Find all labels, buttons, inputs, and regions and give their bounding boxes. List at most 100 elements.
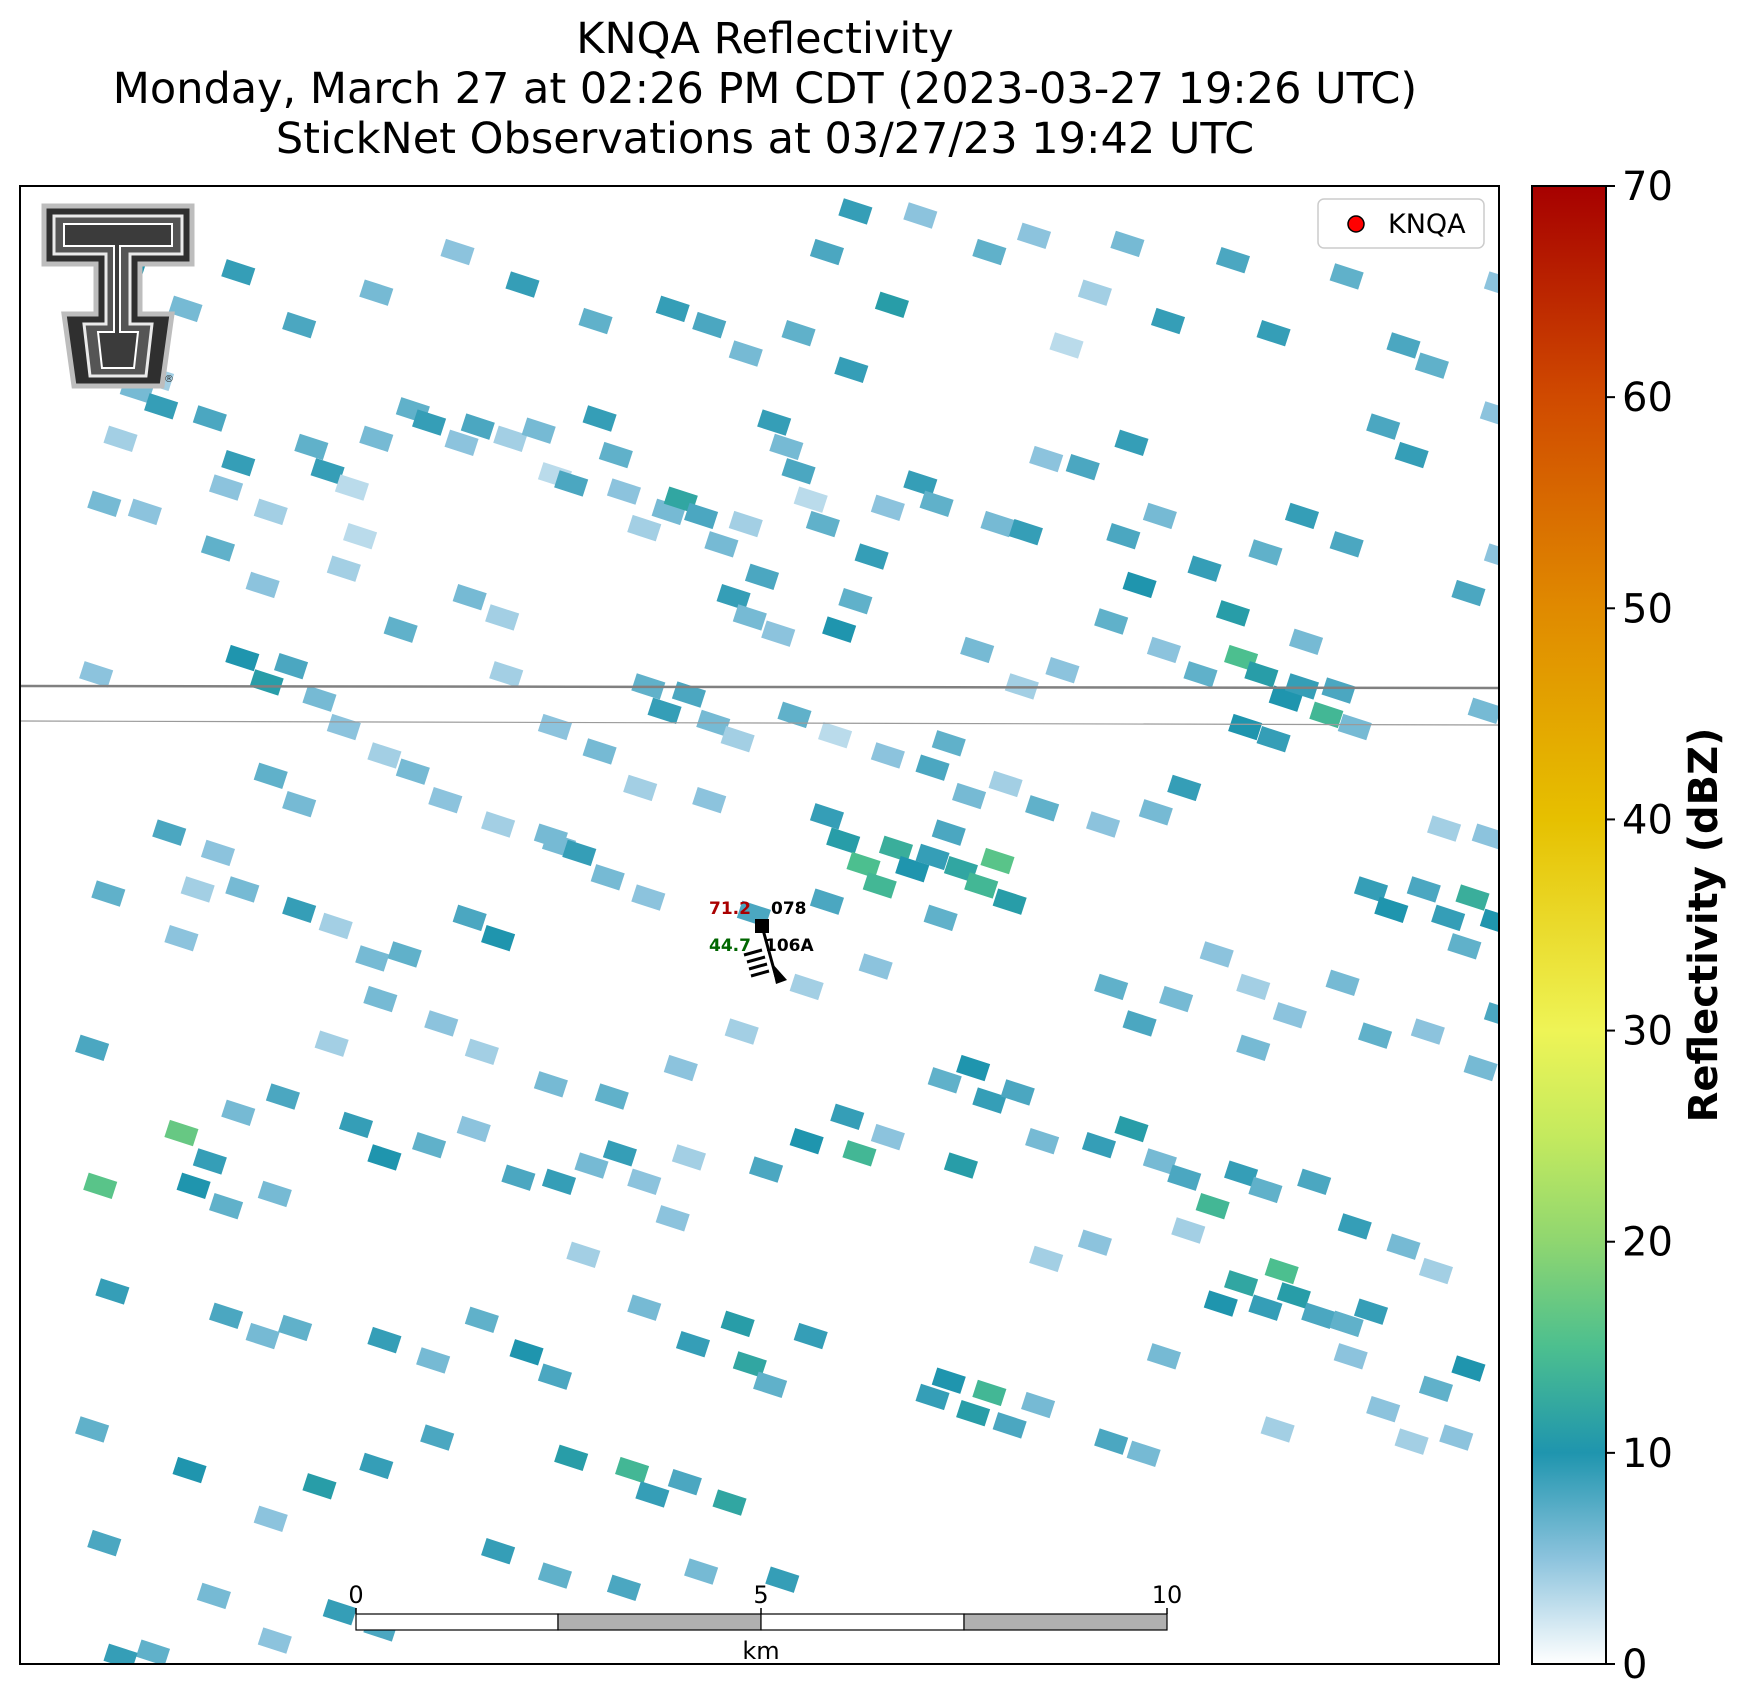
reflectivity-pixel [903, 470, 938, 497]
reflectivity-pixel [1256, 726, 1291, 753]
reflectivity-pixel [152, 819, 187, 846]
reflectivity-pixel [1146, 1343, 1181, 1370]
reflectivity-pixel [1094, 608, 1129, 635]
reflectivity-pixel [753, 1371, 788, 1398]
reflectivity-pixel [1094, 1428, 1129, 1455]
reflectivity-pixel [456, 1115, 491, 1143]
reflectivity-pixel [1284, 502, 1320, 530]
reflectivity-pixel [412, 1132, 447, 1159]
reflectivity-pixel [1431, 904, 1466, 932]
reflectivity-pixel [757, 409, 792, 436]
reflectivity-pixel [838, 588, 873, 615]
reflectivity-pixel [505, 271, 540, 298]
reflectivity-pixel [541, 1168, 577, 1195]
reflectivity-pixel [960, 636, 995, 664]
reflectivity-pixel [992, 888, 1027, 915]
reflectivity-pixel [180, 876, 215, 903]
reflectivity-pixel [1414, 352, 1449, 379]
reflectivity-pixel [980, 510, 1015, 538]
reflectivity-pixel [95, 1278, 130, 1305]
reflectivity-pixel [265, 1083, 300, 1110]
reflectivity-pixel [1366, 413, 1401, 440]
reflectivity-pixel [623, 774, 658, 802]
reflectivity-pixel [842, 1140, 877, 1167]
reflectivity-pixel [554, 470, 589, 497]
reflectivity-pixel [245, 571, 280, 599]
reflectivity-pixel [209, 1302, 244, 1329]
reflectivity-pixel [874, 291, 909, 319]
reflectivity-pixel [781, 320, 816, 347]
radar-plot-area[interactable] [20, 186, 1563, 1670]
reflectivity-pixel [493, 425, 528, 452]
reflectivity-pixel [838, 198, 873, 225]
reflectivity-pixel [168, 295, 203, 323]
reflectivity-pixel [338, 1111, 374, 1139]
reflectivity-pixel [655, 1205, 690, 1232]
plot-frame [19, 185, 1500, 1665]
reflectivity-pixel [1077, 279, 1112, 306]
reflectivity-pixel [1110, 230, 1145, 258]
reflectivity-pixel [1167, 1164, 1202, 1191]
reflectivity-pixel [554, 1444, 589, 1472]
station-probe-id: 106A [765, 936, 814, 956]
reflectivity-pixel [606, 478, 642, 505]
reflectivity-pixel [221, 449, 256, 477]
reflectivity-pixel [1029, 1245, 1064, 1273]
station-dewpoint: 44.7 [709, 936, 751, 956]
reflectivity-pixel [127, 498, 162, 526]
reflectivity-pixel [749, 1156, 784, 1183]
reflectivity-pixel [1021, 1391, 1056, 1419]
reflectivity-pixel [1366, 1395, 1401, 1423]
reflectivity-pixel [862, 872, 897, 899]
reflectivity-pixel [1114, 1115, 1149, 1143]
reflectivity-pixel [684, 1558, 719, 1585]
reflectivity-pixel [501, 1164, 536, 1191]
reflectivity-pixel [245, 1322, 280, 1350]
reflectivity-pixel [144, 393, 179, 420]
reflectivity-pixel [464, 1306, 499, 1334]
reflectivity-pixel [87, 1529, 122, 1557]
reflectivity-pixel [1122, 1010, 1157, 1037]
reflectivity-pixel [537, 1363, 572, 1390]
county-line [20, 684, 1499, 690]
colorbar-tick-label: 20 [1622, 1220, 1673, 1266]
reflectivity-pixel [225, 876, 260, 903]
reflectivity-pixel [578, 307, 613, 335]
reflectivity-pixel [1236, 973, 1271, 1001]
reflectivity-pixel [972, 1379, 1007, 1407]
title-line-2: Monday, March 27 at 02:26 PM CDT (2023-0… [112, 64, 1418, 114]
reflectivity-pixel [915, 754, 950, 781]
station-model[interactable]: 71.2 078 44.7 106A [709, 899, 814, 984]
reflectivity-pixel [533, 823, 568, 850]
reflectivity-pixel [1500, 962, 1534, 988]
reflectivity-pixel [826, 827, 861, 854]
reflectivity-pixel [1065, 454, 1100, 481]
reflectivity-pixel [870, 742, 905, 769]
reflectivity-pixel [481, 811, 516, 838]
legend-label: KNQA [1388, 209, 1466, 240]
reflectivity-pixel [79, 661, 114, 688]
reflectivity-pixel [249, 669, 284, 696]
reflectivity-pixel [1159, 985, 1194, 1013]
reflectivity-pixel [590, 864, 625, 891]
reflectivity-pixel [363, 985, 398, 1013]
reflectivity-pixel [1199, 941, 1234, 968]
reflectivity-pixel [728, 340, 763, 367]
colorbar-tick-label: 30 [1622, 1009, 1673, 1055]
reflectivity-pixel [988, 770, 1023, 798]
reflectivity-pixel [1483, 1002, 1499, 1029]
reflectivity-pixel [273, 652, 309, 680]
reflectivity-pixel [1094, 973, 1129, 1001]
reflectivity-pixel [1142, 1148, 1177, 1175]
reflectivity-pixel [915, 843, 950, 871]
colorbar-tick-label: 50 [1622, 586, 1673, 632]
reflectivity-pixel [720, 726, 755, 753]
reflectivity-pixel [615, 1456, 650, 1484]
reflectivity-pixel [1187, 555, 1222, 582]
reflectivity-pixel [1016, 222, 1052, 249]
reflectivity-pixel [420, 1424, 455, 1451]
reflectivity-pixel [1256, 320, 1291, 347]
reflectivity-pixel [537, 713, 572, 741]
reflectivity-pixel [537, 1562, 572, 1589]
reflectivity-pixel [355, 945, 390, 972]
